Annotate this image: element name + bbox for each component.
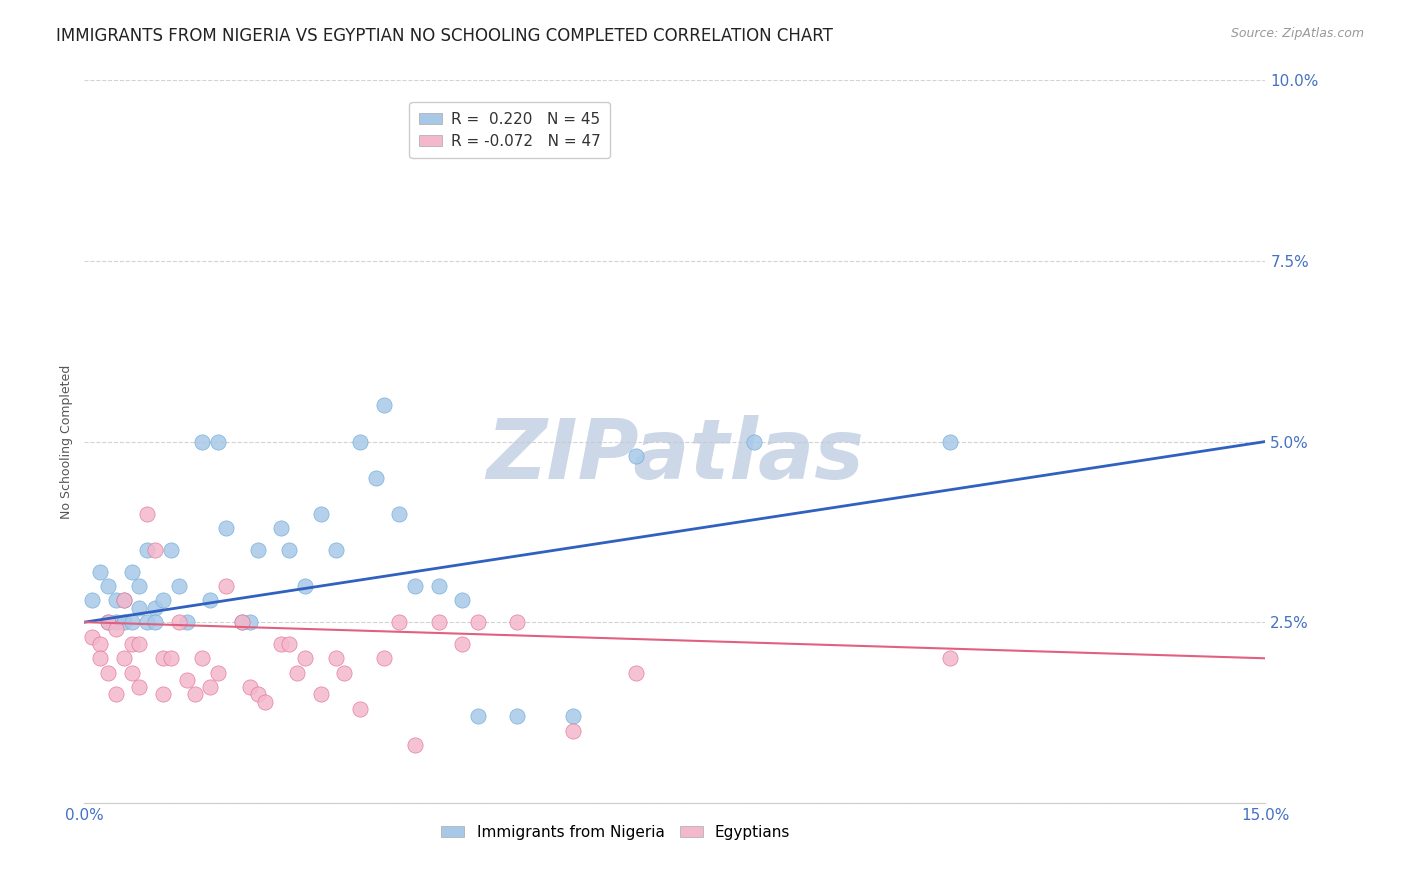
Point (451, 637, 474, 651)
Point (624, 449, 647, 463)
Point (112, 615, 135, 630)
Point (143, 542, 166, 557)
Point (388, 507, 411, 521)
Point (427, 615, 450, 630)
Point (136, 507, 159, 521)
Point (467, 709, 489, 723)
Point (97, 615, 120, 630)
Point (89, 637, 111, 651)
Point (167, 579, 190, 593)
Point (239, 680, 262, 694)
Point (239, 615, 262, 630)
Point (207, 434, 229, 449)
Point (152, 687, 174, 701)
Point (506, 615, 529, 630)
Point (254, 695, 277, 709)
Point (294, 579, 316, 593)
Legend: Immigrants from Nigeria, Egyptians: Immigrants from Nigeria, Egyptians (436, 819, 796, 846)
Point (309, 507, 332, 521)
Point (191, 651, 214, 665)
Point (325, 651, 347, 665)
Point (97, 579, 120, 593)
Point (561, 709, 583, 723)
Point (278, 637, 301, 651)
Point (325, 542, 347, 557)
Point (183, 687, 205, 701)
Point (128, 600, 150, 615)
Point (349, 434, 371, 449)
Point (278, 542, 301, 557)
Point (121, 615, 143, 630)
Point (82, 593, 104, 607)
Point (939, 651, 962, 665)
Point (191, 434, 214, 449)
Point (82, 630, 104, 644)
Point (309, 687, 332, 701)
Point (97, 615, 120, 630)
Point (128, 680, 150, 694)
Point (231, 615, 253, 630)
Point (404, 579, 426, 593)
Point (373, 398, 395, 412)
Point (624, 665, 647, 680)
Point (143, 615, 166, 630)
Point (89, 651, 111, 665)
Point (200, 593, 222, 607)
Point (270, 637, 292, 651)
Point (136, 542, 159, 557)
Point (143, 600, 166, 615)
Point (160, 651, 183, 665)
Point (167, 615, 190, 630)
Point (373, 651, 395, 665)
Point (176, 615, 198, 630)
Point (112, 593, 135, 607)
Point (404, 738, 426, 752)
Point (215, 521, 238, 535)
Point (104, 593, 127, 607)
Point (215, 579, 238, 593)
Point (207, 665, 229, 680)
Point (121, 565, 143, 579)
Point (136, 615, 159, 630)
Point (97, 665, 120, 680)
Point (364, 471, 387, 485)
Point (112, 593, 135, 607)
Point (333, 665, 356, 680)
Text: Source: ZipAtlas.com: Source: ZipAtlas.com (1230, 27, 1364, 40)
Point (285, 665, 308, 680)
Point (246, 687, 269, 701)
Point (104, 615, 127, 630)
Point (231, 615, 253, 630)
Point (200, 680, 222, 694)
Point (388, 615, 411, 630)
Point (561, 723, 583, 738)
Point (451, 593, 474, 607)
Text: ZIPatlas: ZIPatlas (486, 416, 863, 497)
Point (152, 651, 174, 665)
Point (427, 579, 450, 593)
Point (128, 637, 150, 651)
Point (246, 542, 269, 557)
Text: IMMIGRANTS FROM NIGERIA VS EGYPTIAN NO SCHOOLING COMPLETED CORRELATION CHART: IMMIGRANTS FROM NIGERIA VS EGYPTIAN NO S… (56, 27, 834, 45)
Point (104, 687, 127, 701)
Point (176, 673, 198, 687)
Point (128, 579, 150, 593)
Y-axis label: No Schooling Completed: No Schooling Completed (60, 365, 73, 518)
Point (270, 521, 292, 535)
Point (294, 651, 316, 665)
Point (121, 637, 143, 651)
Point (121, 665, 143, 680)
Point (349, 702, 371, 716)
Point (506, 709, 529, 723)
Point (89, 565, 111, 579)
Point (939, 434, 962, 449)
Point (467, 615, 489, 630)
Point (160, 542, 183, 557)
Point (152, 593, 174, 607)
Point (742, 434, 765, 449)
Point (104, 623, 127, 637)
Point (112, 651, 135, 665)
